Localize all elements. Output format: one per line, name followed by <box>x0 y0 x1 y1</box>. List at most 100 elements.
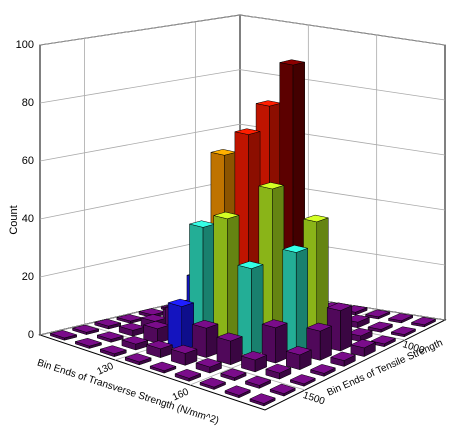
bar-face-top <box>149 361 177 371</box>
bar-face-right <box>227 214 240 351</box>
bar <box>143 321 170 344</box>
bar-face-right <box>340 305 353 352</box>
bar-face-top <box>367 321 393 330</box>
bar-face-top <box>174 369 201 379</box>
bar <box>146 340 173 358</box>
bar-face-top <box>199 377 226 388</box>
bar-face-right <box>230 336 243 366</box>
bar-face-right <box>295 247 308 355</box>
bar-face-top <box>192 320 219 329</box>
bar-face-top <box>100 345 127 354</box>
bar-face-top <box>261 319 288 329</box>
bar <box>290 374 316 387</box>
bar-face-top <box>189 220 216 228</box>
z-tick-label: 0 <box>28 329 34 341</box>
bar-face-right <box>319 325 332 361</box>
bar <box>241 351 267 373</box>
y-tick-label: 160 <box>171 386 191 403</box>
bar <box>220 368 247 381</box>
bar <box>124 353 152 366</box>
z-tick-label: 80 <box>22 97 34 109</box>
bar <box>330 351 356 367</box>
bar <box>72 324 99 335</box>
bar-face-top <box>279 59 305 66</box>
bar-face-top <box>310 364 336 374</box>
bar <box>370 335 396 347</box>
bar-face-top <box>365 309 391 318</box>
bar-face-top <box>94 318 121 327</box>
bar <box>286 346 312 370</box>
bar <box>367 321 393 333</box>
bar-face-top <box>255 100 282 107</box>
bar <box>96 331 124 343</box>
bar <box>411 316 436 328</box>
bar-face-top <box>306 322 332 332</box>
bar-face-left <box>216 336 231 366</box>
bar <box>388 313 413 324</box>
bar-face-top <box>72 324 99 333</box>
bar-face-top <box>96 331 124 340</box>
bar <box>195 358 222 374</box>
bar-face-top <box>350 339 376 349</box>
bar <box>350 339 376 357</box>
bar-face-top <box>245 375 271 386</box>
bar-face-top <box>116 314 144 322</box>
bar <box>216 332 243 366</box>
bar <box>310 364 336 377</box>
bar-face-top <box>124 353 152 363</box>
bar-face-top <box>210 149 237 156</box>
bar-face-top <box>241 351 267 361</box>
bar-face-top <box>282 244 308 253</box>
bar-face-top <box>258 182 285 190</box>
z-tick-label: 100 <box>16 39 34 51</box>
bar-face-top <box>220 368 247 378</box>
bar-face-top <box>290 374 316 385</box>
bar-face-top <box>75 338 102 347</box>
bar-face-top <box>411 316 436 325</box>
bar-face-top <box>50 330 77 339</box>
bar-face-top <box>121 336 149 345</box>
bar-face-right <box>181 302 194 351</box>
bar-face-top <box>146 340 173 350</box>
bar <box>306 322 332 361</box>
bar-face-top <box>265 363 292 374</box>
bar <box>265 363 292 380</box>
bar-face-top <box>286 346 312 356</box>
bar-face-top <box>224 385 251 396</box>
bar-face-top <box>303 214 329 223</box>
bar <box>245 375 271 389</box>
bar-face-top <box>216 332 243 342</box>
bar-face-top <box>391 326 416 335</box>
bar-face-right <box>275 322 288 364</box>
y-tick-label: 130 <box>96 361 116 378</box>
bar <box>261 319 288 364</box>
bar-face-top <box>330 351 356 361</box>
bar-face-top <box>370 335 396 345</box>
z-tick-label: 20 <box>22 271 34 283</box>
z-axis-title: Count <box>8 205 20 234</box>
bar <box>269 383 296 397</box>
bar <box>174 369 201 382</box>
bar <box>118 322 146 337</box>
bar-face-top <box>326 302 353 311</box>
bar <box>94 318 121 330</box>
bar <box>365 309 391 320</box>
z-tick-label: 60 <box>22 155 34 167</box>
bar-face-right <box>205 323 219 358</box>
bar <box>75 338 102 349</box>
bar <box>116 314 144 324</box>
x-tick-label: 1500 <box>301 390 326 407</box>
bar-face-left <box>167 302 183 351</box>
bar-face-top <box>388 313 413 321</box>
bar <box>149 361 177 374</box>
bar <box>224 385 251 399</box>
bar <box>167 298 194 351</box>
bar-face-top <box>195 358 222 368</box>
bar <box>237 261 264 357</box>
bar <box>121 336 149 351</box>
bar-face-top <box>234 128 261 135</box>
z-tick-label: 40 <box>22 213 34 225</box>
bar <box>199 377 226 390</box>
bar-face-top <box>143 321 170 330</box>
